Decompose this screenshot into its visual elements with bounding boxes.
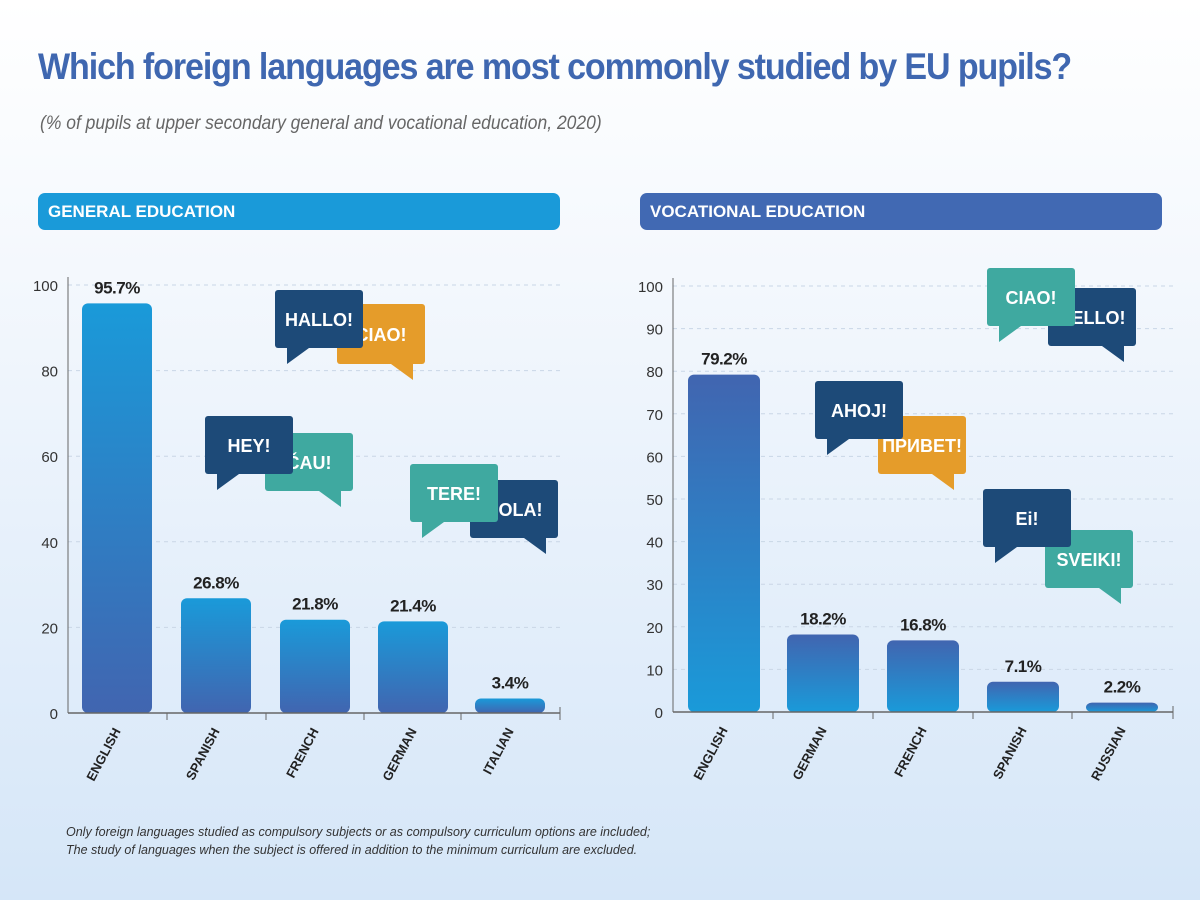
speech-bubble xyxy=(983,489,1071,547)
y-tick-label: 50 xyxy=(646,492,663,509)
y-tick-label: 30 xyxy=(646,577,663,594)
bar-russian xyxy=(1086,702,1158,712)
speech-bubble-text: TERE! xyxy=(427,484,481,504)
speech-bubble-tail xyxy=(319,491,341,507)
y-tick-label: 60 xyxy=(646,449,663,466)
speech-bubble-text: ČAU! xyxy=(287,452,332,473)
bar-french xyxy=(280,619,350,713)
x-tick-label: ENGLISH xyxy=(690,724,730,782)
page-title: Which foreign languages are most commonl… xyxy=(38,46,1072,87)
y-tick-label: 0 xyxy=(655,705,663,722)
speech-bubble-tail xyxy=(827,439,849,455)
speech-bubble xyxy=(410,464,498,522)
speech-bubble-tail xyxy=(995,547,1017,563)
y-tick-label: 70 xyxy=(646,407,663,424)
speech-bubble-text: HALLO! xyxy=(285,310,353,330)
data-label: 18.2% xyxy=(800,609,846,628)
y-tick-label: 40 xyxy=(646,535,663,552)
x-tick-label: RUSSIAN xyxy=(1088,724,1129,783)
data-label: 2.2% xyxy=(1104,678,1141,697)
x-tick-label: ITALIAN xyxy=(480,725,517,776)
data-label: 16.8% xyxy=(900,615,946,634)
bar-german xyxy=(787,634,859,712)
speech-bubble xyxy=(205,416,293,474)
y-tick-label: 80 xyxy=(41,364,58,381)
page-subtitle: (% of pupils at upper secondary general … xyxy=(40,113,602,134)
data-label: 3.4% xyxy=(492,673,529,692)
vocational-education-header: VOCATIONAL EDUCATION xyxy=(640,193,1162,230)
speech-bubble-tail xyxy=(1099,588,1121,604)
y-tick-label: 0 xyxy=(50,706,58,723)
speech-bubble-tail xyxy=(217,474,239,490)
data-label: 21.4% xyxy=(390,596,436,615)
x-tick-label: SPANISH xyxy=(990,724,1030,781)
data-label: 7.1% xyxy=(1005,657,1042,676)
speech-bubble-tail xyxy=(999,326,1021,342)
footnote: Only foreign languages studied as compul… xyxy=(66,823,650,859)
y-tick-label: 80 xyxy=(646,364,663,381)
x-tick-label: GERMAN xyxy=(789,724,829,782)
speech-bubble-text: SVEIKI! xyxy=(1056,550,1121,570)
data-label: 95.7% xyxy=(94,278,140,297)
speech-bubble xyxy=(275,290,363,348)
speech-bubble-tail xyxy=(422,522,444,538)
speech-bubble-text: HELLO! xyxy=(1059,308,1126,328)
x-tick-label: FRENCH xyxy=(891,724,930,779)
y-tick-label: 10 xyxy=(646,662,663,679)
data-label: 21.8% xyxy=(292,595,338,614)
footnote-line-2: The study of languages when the subject … xyxy=(66,843,638,857)
general-education-header: GENERAL EDUCATION xyxy=(38,193,560,230)
speech-bubble-text: ПРИВЕТ! xyxy=(882,436,962,456)
y-tick-label: 100 xyxy=(638,279,663,296)
speech-bubble-tail xyxy=(391,364,413,380)
bar-english xyxy=(688,374,760,712)
speech-bubble-tail xyxy=(524,538,546,554)
speech-bubble-tail xyxy=(1102,346,1124,362)
speech-bubble-text: HEY! xyxy=(227,436,270,456)
y-tick-label: 60 xyxy=(41,449,58,466)
bar-spanish xyxy=(181,598,251,713)
y-tick-label: 40 xyxy=(41,535,58,552)
data-label: 26.8% xyxy=(193,573,239,592)
bar-spanish xyxy=(987,681,1059,712)
speech-bubble-text: CIAO! xyxy=(1006,288,1057,308)
bar-german xyxy=(378,621,448,713)
footnote-line-1: Only foreign languages studied as compul… xyxy=(66,825,651,839)
y-tick-label: 100 xyxy=(33,278,58,295)
x-tick-label: ENGLISH xyxy=(83,725,123,783)
x-tick-label: FRENCH xyxy=(283,725,322,780)
speech-bubble-tail xyxy=(932,474,954,490)
x-tick-label: GERMAN xyxy=(379,725,419,783)
y-tick-label: 20 xyxy=(41,620,58,637)
speech-bubble xyxy=(987,268,1075,326)
data-label: 79.2% xyxy=(701,350,747,369)
speech-bubble-text: HOLA! xyxy=(486,500,543,520)
x-tick-label: SPANISH xyxy=(183,725,223,782)
y-tick-label: 20 xyxy=(646,620,663,637)
speech-bubble-text: Ei! xyxy=(1015,509,1038,529)
speech-bubble-tail xyxy=(287,348,309,364)
bar-french xyxy=(887,640,959,712)
bar-italian xyxy=(475,698,545,713)
speech-bubble xyxy=(815,381,903,439)
speech-bubble-text: AHOJ! xyxy=(831,401,887,421)
y-tick-label: 90 xyxy=(646,322,663,339)
bar-english xyxy=(82,303,152,713)
speech-bubble-text: CIAO! xyxy=(356,325,407,345)
